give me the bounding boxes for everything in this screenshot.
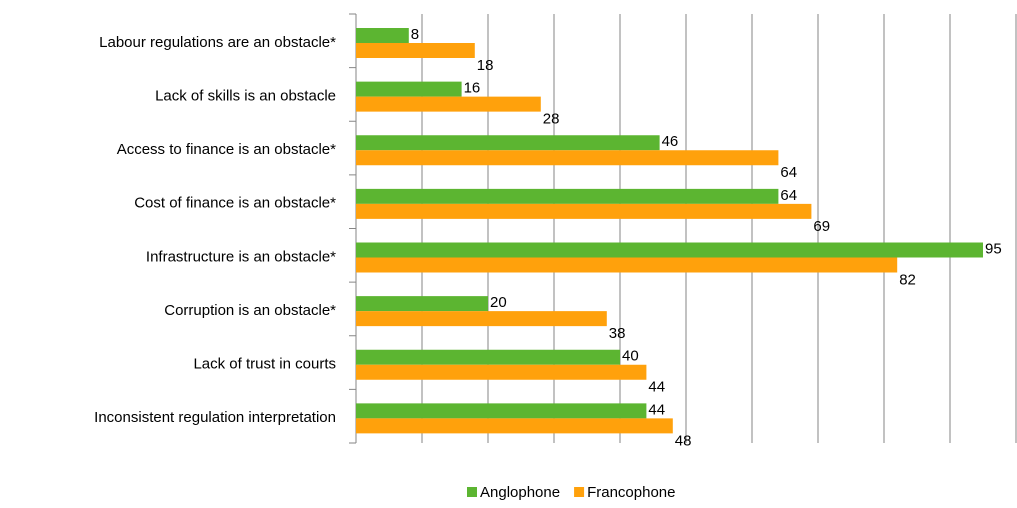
value-label: 95 xyxy=(985,240,1002,257)
bar xyxy=(356,403,647,419)
bar xyxy=(356,296,488,312)
legend-label: Francophone xyxy=(587,484,675,501)
y-tick-label: Access to finance is an obstacle* xyxy=(117,141,336,158)
bar xyxy=(356,364,647,380)
value-label: 16 xyxy=(464,80,481,97)
value-label: 64 xyxy=(780,164,797,181)
value-label: 18 xyxy=(477,57,494,74)
value-label: 46 xyxy=(662,133,679,150)
bar xyxy=(356,188,779,204)
bar xyxy=(356,418,673,434)
bar xyxy=(356,81,462,97)
y-tick-label: Corruption is an obstacle* xyxy=(164,302,336,319)
bar xyxy=(356,242,983,258)
legend-swatch xyxy=(574,487,585,497)
bar xyxy=(356,203,812,219)
legend-label: Anglophone xyxy=(480,484,560,501)
bar xyxy=(356,311,607,327)
value-label: 69 xyxy=(813,218,830,235)
bar xyxy=(356,257,898,273)
y-tick-label: Inconsistent regulation interpretation xyxy=(94,409,336,426)
y-tick-label: Lack of trust in courts xyxy=(193,356,336,373)
bar xyxy=(356,96,541,112)
bar xyxy=(356,43,475,58)
y-tick-label: Cost of finance is an obstacle* xyxy=(134,195,336,212)
y-tick-label: Lack of skills is an obstacle xyxy=(155,87,336,104)
value-label: 44 xyxy=(648,379,665,396)
value-label: 38 xyxy=(609,325,626,342)
legend-swatch xyxy=(467,487,477,497)
value-label: 20 xyxy=(490,294,507,311)
value-label: 48 xyxy=(675,432,692,449)
value-label: 44 xyxy=(648,401,665,418)
bar xyxy=(356,135,660,151)
value-label: 40 xyxy=(622,348,639,365)
value-label: 64 xyxy=(780,187,797,204)
bar xyxy=(356,150,779,166)
value-label: 28 xyxy=(543,111,560,128)
y-tick-label: Infrastructure is an obstacle* xyxy=(146,248,336,265)
value-label: 8 xyxy=(411,26,419,43)
y-tick-label: Labour regulations are an obstacle* xyxy=(99,34,336,51)
bar xyxy=(356,28,409,43)
value-label: 82 xyxy=(899,271,916,288)
bar xyxy=(356,349,620,365)
